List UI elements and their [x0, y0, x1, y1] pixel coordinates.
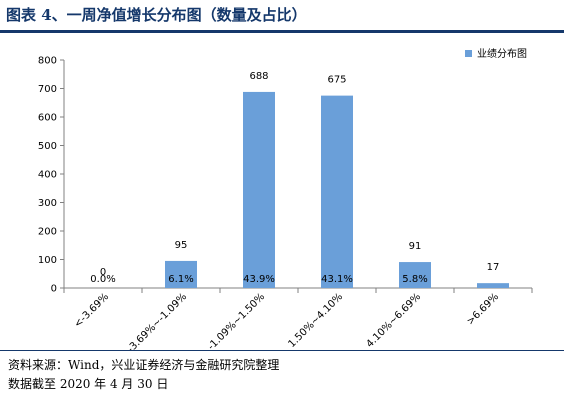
chart-axes: 0 100 200 300 400 500 600 700 800 <-3.69% -3.69%~-…	[38, 56, 533, 350]
x-tick-label: -1.09%~1.50%	[206, 291, 267, 350]
figure-title: 图表 4、一周净值增长分布图（数量及占比）	[6, 6, 307, 24]
chart-data-labels: 00.0% 95 6.1% 688 43.9% 675 43.1% 91 5.8% 17	[90, 71, 499, 285]
x-tick-label: >6.69%	[465, 291, 501, 327]
y-tick-label: 500	[38, 141, 57, 152]
y-tick-label: 600	[38, 113, 57, 124]
legend-label: 业绩分布图	[477, 47, 527, 60]
bar-value-label: 17	[487, 262, 500, 273]
source-note: 资料来源：Wind，兴业证券经济与金融研究院整理	[8, 358, 280, 372]
bar	[321, 95, 353, 288]
chart-bars	[165, 91, 509, 288]
bar-value-label: 675	[327, 75, 346, 86]
y-tick-label: 400	[38, 170, 57, 181]
bar	[165, 260, 197, 288]
y-tick-label: 100	[38, 255, 57, 266]
y-tick-label: 700	[38, 84, 57, 95]
bar-value-label: 95	[175, 240, 188, 251]
x-tick-label: <-3.69%	[72, 291, 111, 330]
bar-percent-label: 43.9%	[243, 274, 275, 285]
y-tick-label: 800	[38, 56, 57, 67]
y-tick-label: 0	[51, 284, 57, 295]
bar-value-label: 0	[100, 267, 106, 278]
title-rule	[0, 30, 564, 33]
y-tick-label: 300	[38, 198, 57, 209]
bar-percent-label: 6.1%	[168, 274, 193, 285]
bar-percent-label: 43.1%	[321, 274, 353, 285]
bar	[477, 283, 509, 288]
bar-value-label: 91	[409, 241, 422, 252]
footer-rule	[0, 350, 564, 351]
legend-swatch	[465, 50, 472, 57]
date-note: 数据截至 2020 年 4 月 30 日	[8, 377, 169, 391]
x-tick-label: 4.10%~6.69%	[364, 291, 423, 350]
x-tick-label: -3.69%~-1.09%	[125, 291, 189, 350]
bar-chart: 0 100 200 300 400 500 600 700 800 <-3.69% -3.69%~-…	[38, 47, 533, 350]
bar-value-label: 688	[249, 71, 268, 82]
bar	[243, 91, 275, 288]
bar-percent-label: 5.8%	[402, 274, 427, 285]
x-tick-label: 1.50%~4.10%	[286, 291, 345, 350]
y-tick-label: 200	[38, 227, 57, 238]
bar-percent-label: 0.0%	[90, 274, 115, 285]
bar	[399, 262, 431, 288]
chart-legend: 业绩分布图	[465, 47, 527, 60]
